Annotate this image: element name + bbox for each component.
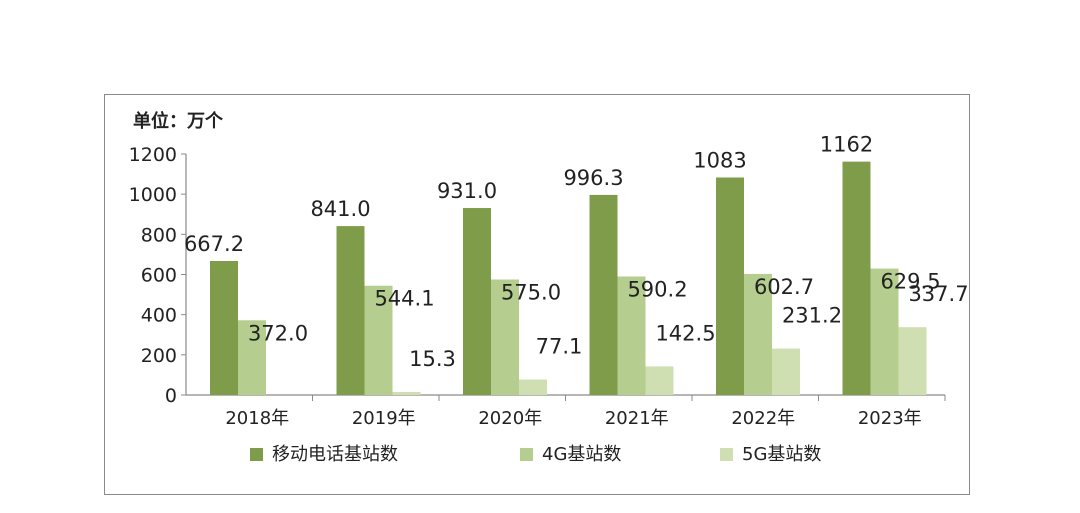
legend-label: 4G基站数 [542, 444, 621, 465]
bar-2 [364, 285, 393, 395]
y-tick-label: 0 [165, 385, 177, 407]
data-label: 231.2 [782, 304, 842, 328]
x-tick-label: 2020年 [478, 408, 542, 429]
bar-1 [842, 161, 871, 395]
bar-2 [238, 320, 266, 395]
bar-1 [210, 261, 238, 395]
y-tick-label: 600 [141, 265, 177, 287]
bar-1 [716, 177, 744, 395]
bar-3 [519, 379, 547, 395]
data-label: 575.0 [501, 281, 561, 305]
bar-3 [645, 366, 674, 395]
data-label: 372.0 [248, 321, 308, 345]
bar-2 [617, 276, 646, 395]
bar-chart: 单位：万个 0 200 400 600 800 1000 1200 2018年 2019年 202… [129, 110, 969, 465]
legend-swatch [720, 448, 733, 461]
x-tick-label: 2021年 [605, 408, 669, 429]
legend-label: 移动电话基站数 [272, 444, 398, 465]
axes: 0 200 400 600 800 1000 1200 2018年 2019年 2020年 2021… [129, 144, 946, 429]
bar-2 [744, 273, 772, 395]
data-label: 544.1 [374, 287, 434, 311]
legend: 移动电话基站数 4G基站数 5G基站数 [250, 444, 821, 465]
y-tick-label: 800 [141, 224, 177, 246]
data-label: 142.5 [655, 321, 715, 345]
data-label: 1162 [820, 133, 873, 157]
y-tick-label: 200 [141, 345, 177, 367]
bar-1 [589, 194, 618, 395]
data-label: 602.7 [754, 275, 814, 299]
bars [210, 161, 927, 395]
bar-3 [392, 391, 421, 395]
unit-label: 单位：万个 [133, 110, 224, 132]
data-label: 841.0 [310, 197, 370, 221]
data-labels: 667.2 372.0 841.0 544.1 15.3 931.0 575.0 77.1 99… [184, 133, 969, 371]
bar-1 [463, 208, 491, 395]
chart-frame: 单位：万个 0 200 400 600 800 1000 1200 2018年 2019年 202… [104, 94, 970, 495]
data-label: 996.3 [563, 166, 623, 190]
legend-swatch [520, 448, 533, 461]
legend-swatch [250, 448, 263, 461]
x-tick-label: 2023年 [858, 408, 922, 429]
data-label: 590.2 [627, 277, 687, 301]
x-tick-label: 2018年 [225, 408, 289, 429]
legend-label: 5G基站数 [742, 444, 821, 465]
y-tick-label: 400 [141, 305, 177, 327]
bar-2 [870, 268, 899, 395]
data-label: 931.0 [437, 179, 497, 203]
data-label: 667.2 [184, 232, 244, 256]
y-tick-label: 1200 [129, 144, 177, 166]
bar-3 [772, 348, 800, 395]
bar-3 [898, 327, 927, 395]
data-label: 337.7 [908, 282, 968, 306]
bar-1 [336, 226, 365, 395]
data-label: 1083 [693, 148, 746, 172]
data-label: 15.3 [409, 347, 456, 371]
data-label: 629.5 [880, 270, 940, 294]
bar-2 [491, 279, 519, 395]
x-tick-label: 2019年 [352, 408, 416, 429]
y-tick-label: 1000 [129, 184, 177, 206]
data-label: 77.1 [536, 335, 583, 359]
x-tick-label: 2022年 [731, 408, 795, 429]
